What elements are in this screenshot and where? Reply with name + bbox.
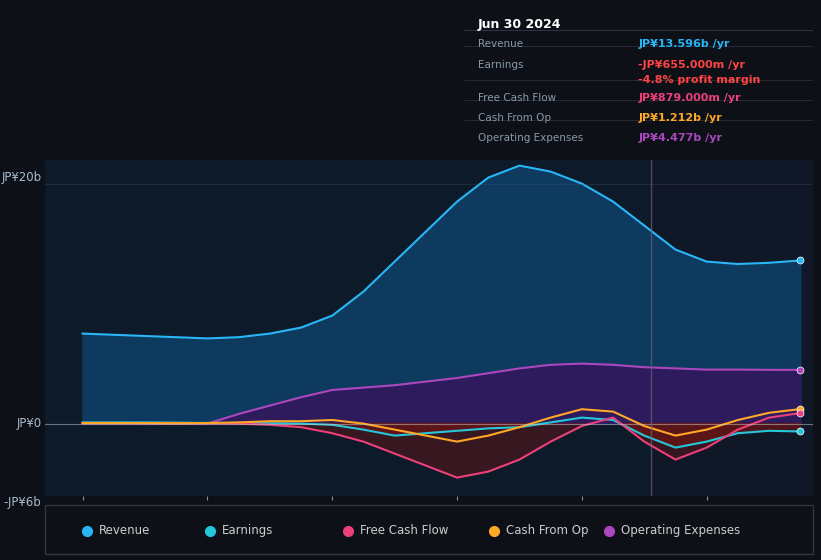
Text: Free Cash Flow: Free Cash Flow xyxy=(478,94,556,104)
Text: Operating Expenses: Operating Expenses xyxy=(478,133,583,143)
Text: JP¥0: JP¥0 xyxy=(16,417,41,430)
Text: Revenue: Revenue xyxy=(478,39,523,49)
Text: -JP¥6b: -JP¥6b xyxy=(3,496,41,508)
Text: Earnings: Earnings xyxy=(222,524,273,537)
Text: Earnings: Earnings xyxy=(478,59,523,69)
Bar xyxy=(650,160,813,496)
Text: -4.8% profit margin: -4.8% profit margin xyxy=(639,75,761,85)
Text: Revenue: Revenue xyxy=(99,524,150,537)
Text: JP¥1.212b /yr: JP¥1.212b /yr xyxy=(639,114,722,123)
Text: -JP¥655.000m /yr: -JP¥655.000m /yr xyxy=(639,59,745,69)
Text: JP¥20b: JP¥20b xyxy=(1,171,41,184)
Text: Operating Expenses: Operating Expenses xyxy=(621,524,740,537)
FancyBboxPatch shape xyxy=(45,505,813,554)
Text: JP¥13.596b /yr: JP¥13.596b /yr xyxy=(639,39,730,49)
Text: Free Cash Flow: Free Cash Flow xyxy=(360,524,448,537)
Text: Jun 30 2024: Jun 30 2024 xyxy=(478,18,562,31)
Text: Cash From Op: Cash From Op xyxy=(506,524,588,537)
Text: Cash From Op: Cash From Op xyxy=(478,114,551,123)
Text: JP¥4.477b /yr: JP¥4.477b /yr xyxy=(639,133,722,143)
Text: JP¥879.000m /yr: JP¥879.000m /yr xyxy=(639,94,741,104)
